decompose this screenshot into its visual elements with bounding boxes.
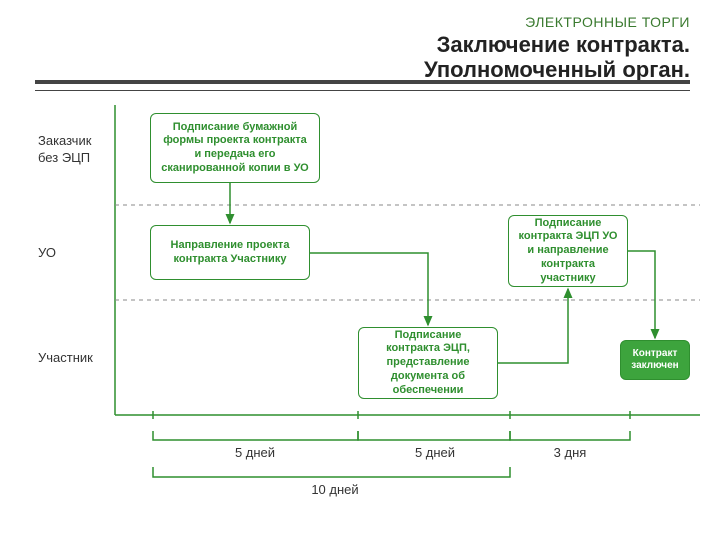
rule-thick [35,80,690,84]
title-line2: Уполномоченный орган. [424,57,690,82]
node-contract-done: Контракт заключен [620,340,690,380]
node-send-project: Направление проекта контракта Участнику [150,225,310,280]
header: ЭЛЕКТРОННЫЕ ТОРГИ Заключение контракта. … [424,14,690,83]
arrow-c-d [498,289,568,363]
bracket-5a [153,431,358,440]
lane-label-participant: Участник [38,350,93,367]
lane-label-customer: Заказчик без ЭЦП [38,133,91,167]
bracket-5b [358,431,510,440]
title-line1: Заключение контракта. [437,32,690,57]
title: Заключение контракта. Уполномоченный орг… [424,32,690,83]
time-10: 10 дней [290,482,380,497]
flowchart: Заказчик без ЭЦП УО Участник Подписание … [0,105,720,535]
node-sign-ecp-participant: Подписание контракта ЭЦП, представление … [358,327,498,399]
lane-label-uo: УО [38,245,56,262]
rule-thin [35,90,690,91]
time-5a: 5 дней [205,445,305,460]
supertitle: ЭЛЕКТРОННЫЕ ТОРГИ [424,14,690,30]
time-3: 3 дня [535,445,605,460]
bracket-3 [510,431,630,440]
wires-svg [0,105,720,535]
bracket-10 [153,467,510,477]
arrow-d-e [628,251,655,338]
time-5b: 5 дней [395,445,475,460]
node-sign-ecp-uo: Подписание контракта ЭЦП УО и направлени… [508,215,628,287]
arrow-b-c [310,253,428,325]
node-sign-paper: Подписание бумажной формы проекта контра… [150,113,320,183]
